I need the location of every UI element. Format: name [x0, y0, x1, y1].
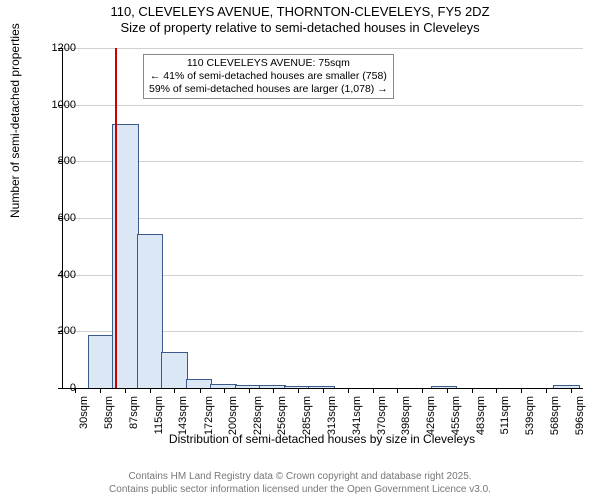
- x-tick-mark: [100, 388, 101, 393]
- x-tick-label: 30sqm: [78, 396, 90, 429]
- x-tick-label: 483sqm: [475, 396, 487, 435]
- x-tick-mark: [323, 388, 324, 393]
- x-tick-mark: [200, 388, 201, 393]
- x-tick-label: 115sqm: [153, 396, 165, 434]
- attribution-footer: Contains HM Land Registry data © Crown c…: [0, 471, 600, 496]
- y-axis-label: Number of semi-detached properties: [8, 23, 22, 218]
- grid-line: [63, 218, 583, 219]
- x-tick-label: 341sqm: [351, 396, 363, 435]
- x-tick-mark: [298, 388, 299, 393]
- histogram-bar: [161, 352, 188, 388]
- x-tick-mark: [447, 388, 448, 393]
- grid-line: [63, 48, 583, 49]
- x-tick-label: 285sqm: [301, 396, 313, 435]
- histogram-bar: [186, 379, 213, 389]
- x-tick-label: 256sqm: [276, 396, 288, 435]
- x-tick-mark: [571, 388, 572, 393]
- x-tick-mark: [150, 388, 151, 393]
- x-tick-label: 426sqm: [425, 396, 437, 435]
- y-tick-label: 400: [36, 269, 76, 281]
- x-tick-label: 172sqm: [203, 396, 215, 435]
- grid-line: [63, 105, 583, 106]
- footer-line-2: Contains public sector information licen…: [0, 484, 600, 497]
- x-tick-label: 398sqm: [400, 396, 412, 435]
- y-tick-label: 800: [36, 155, 76, 167]
- x-tick-mark: [496, 388, 497, 393]
- x-tick-label: 143sqm: [177, 396, 189, 435]
- histogram-bar: [431, 386, 458, 388]
- x-tick-mark: [249, 388, 250, 393]
- x-tick-mark: [373, 388, 374, 393]
- histogram-plot: 110 CLEVELEYS AVENUE: 75sqm← 41% of semi…: [62, 48, 583, 389]
- x-tick-mark: [397, 388, 398, 393]
- grid-line: [63, 161, 583, 162]
- x-tick-label: 370sqm: [376, 396, 388, 435]
- x-tick-mark: [472, 388, 473, 393]
- x-tick-label: 200sqm: [227, 396, 239, 435]
- property-marker-line: [115, 48, 117, 388]
- y-tick-label: 0: [36, 382, 76, 394]
- histogram-bar: [284, 386, 311, 388]
- y-tick-label: 600: [36, 212, 76, 224]
- x-tick-mark: [348, 388, 349, 393]
- title-line-2: Size of property relative to semi-detach…: [0, 20, 600, 36]
- histogram-bar: [553, 385, 580, 388]
- x-tick-mark: [273, 388, 274, 393]
- x-tick-label: 511sqm: [499, 396, 511, 434]
- x-tick-mark: [546, 388, 547, 393]
- x-tick-mark: [125, 388, 126, 393]
- x-tick-label: 568sqm: [549, 396, 561, 435]
- annotation-box: 110 CLEVELEYS AVENUE: 75sqm← 41% of semi…: [143, 54, 394, 99]
- annotation-line: 110 CLEVELEYS AVENUE: 75sqm: [149, 57, 388, 70]
- histogram-bar: [308, 386, 335, 388]
- x-tick-mark: [422, 388, 423, 393]
- x-tick-label: 455sqm: [450, 396, 462, 435]
- x-tick-mark: [521, 388, 522, 393]
- chart-title: 110, CLEVELEYS AVENUE, THORNTON-CLEVELEY…: [0, 0, 600, 37]
- annotation-line: 59% of semi-detached houses are larger (…: [149, 83, 388, 96]
- x-tick-label: 539sqm: [524, 396, 536, 435]
- x-tick-label: 87sqm: [128, 396, 140, 429]
- title-line-1: 110, CLEVELEYS AVENUE, THORNTON-CLEVELEY…: [0, 4, 600, 20]
- x-tick-label: 313sqm: [326, 396, 338, 435]
- annotation-line: ← 41% of semi-detached houses are smalle…: [149, 70, 388, 83]
- x-tick-mark: [224, 388, 225, 393]
- x-tick-label: 228sqm: [252, 396, 264, 435]
- x-tick-mark: [174, 388, 175, 393]
- histogram-bar: [88, 335, 115, 388]
- histogram-bar: [137, 234, 164, 388]
- x-tick-label: 58sqm: [103, 396, 115, 429]
- y-tick-label: 1000: [36, 99, 76, 111]
- y-tick-label: 1200: [36, 42, 76, 54]
- x-tick-label: 596sqm: [574, 396, 586, 435]
- y-tick-label: 200: [36, 325, 76, 337]
- footer-line-1: Contains HM Land Registry data © Crown c…: [0, 471, 600, 484]
